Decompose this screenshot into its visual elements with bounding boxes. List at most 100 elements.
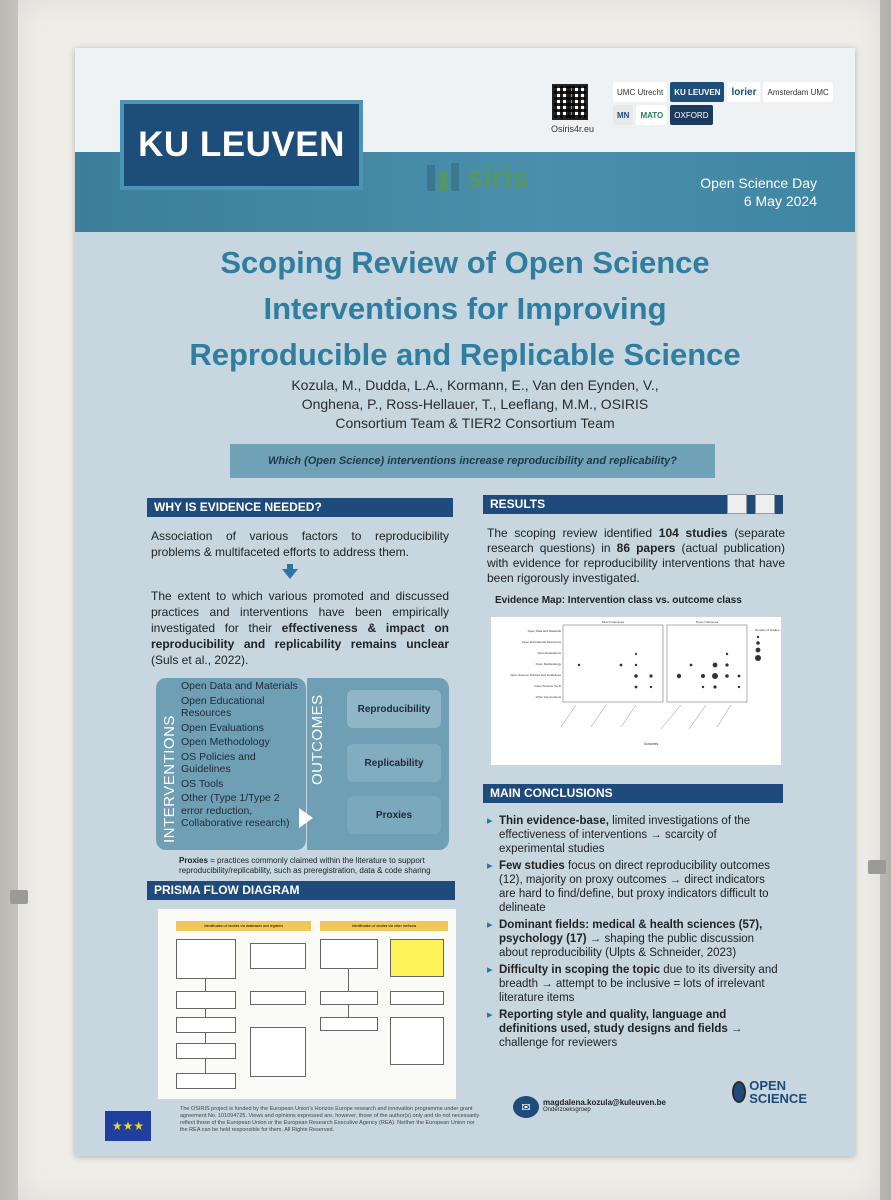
map-row-label: Other interventions [536,695,562,699]
qr-code-icon[interactable] [552,84,588,120]
qr-small-icon [755,494,775,514]
map-row-label: Open Evaluations [537,651,561,655]
qr-caption: Osiris4r.eu [551,124,595,134]
intervention-item: Open Data and Materials [181,680,298,692]
map-bubble [713,685,717,689]
legend-bubble [755,655,761,661]
map-bubble [701,674,705,678]
evidence-map: Direct Outcomes Proxy Outcomes Open Data… [491,617,781,765]
open-science-text: OPEN SCIENCE [749,1079,807,1105]
map-bubble [619,663,623,667]
prisma-connector [205,1033,206,1043]
results-heading: RESULTS [483,495,783,514]
prisma-box [390,991,444,1005]
map-bubble [649,685,653,689]
why-text: The extent to which various promoted and… [151,589,449,635]
prisma-connector [205,1009,206,1017]
prisma-box [176,1017,236,1033]
map-bubble [634,685,638,689]
map-panel-left [562,624,664,703]
proxies-text: = practices commonly claimed within the … [179,856,431,875]
x-tick-line [560,704,577,728]
conclusion-bold: Reporting style and quality, language an… [499,1009,728,1035]
map-row-label: Open Educational Resources [522,640,562,644]
x-tick-line [688,704,707,730]
title-line: Interventions for Improving [263,291,667,326]
prisma-connector [205,1059,206,1073]
map-panel-right [666,624,748,703]
conclusions-list: Thin evidence-base, limited investigatio… [487,814,783,1053]
map-row-label: Open Science Tools [534,684,561,688]
event-name: Open Science Day [700,175,817,191]
prisma-box [176,991,236,1009]
why-bold: effectiveness & impact on reproducibilit… [151,621,449,651]
conclusion-text: → shaping the public discussion about re… [499,933,755,959]
map-bubble [737,685,741,689]
book-icon [727,494,747,514]
intervention-item: Open Methodology [181,736,270,748]
map-bubble [689,663,693,667]
map-bubble [737,674,741,678]
conclusion-item: Reporting style and quality, language an… [487,1008,783,1050]
mail-icon[interactable]: ✉ [513,1096,539,1118]
panel-right-label: Proxy Outcomes [696,620,719,624]
osiris-mark-icon [427,163,459,191]
intervention-item: OS Tools [181,777,224,790]
map-bubble [577,663,581,667]
prisma-connector [348,1005,349,1017]
partner-logo: KU LEUVEN [670,82,725,102]
conclusion-bold: Thin evidence-base, [499,815,609,827]
conclusion-item: Difficulty in scoping the topic due to i… [487,963,783,1005]
x-tick-line [620,704,637,728]
conclusion-text: limited investigations of the effectiven… [499,815,751,855]
conclusion-item: Thin evidence-base, limited investigatio… [487,814,783,856]
prisma-box [250,1027,306,1077]
x-tick-line [660,704,682,730]
prisma-box [176,1073,236,1089]
poster-title: Scoping Review of Open Science Intervent… [75,240,855,378]
map-bubble [712,673,718,679]
map-bubble [634,663,638,667]
legend-bubble [756,641,760,645]
board-clip [10,890,28,904]
conclusion-item: Few studies focus on direct reproducibil… [487,859,783,915]
authors-line: Kozula, M., Dudda, L.A., Kormann, E., Va… [291,377,659,393]
map-bubble [725,674,729,678]
funding-text: The OSIRIS project is funded by the Euro… [180,1106,480,1133]
intervention-item: Open Educational Resources [181,694,265,720]
partner-logo: lorier [727,82,761,102]
prisma-box [250,991,306,1005]
title-line: Scoping Review of Open Science [220,245,710,280]
legend-bubble [756,635,760,639]
contact-email[interactable]: magdalena.kozula@kuleuven.be Onderzoeksg… [543,1098,666,1113]
arrow-down-stem [287,564,293,570]
ku-leuven-text: KU LEUVEN [138,125,345,164]
arrow-down-icon [282,569,298,579]
event-info: Open Science Day 6 May 2024 [700,174,817,210]
legend-bubble [755,647,761,653]
map-xlabel: Outcomes [644,742,659,746]
partner-logo: MN [613,105,634,125]
email-address[interactable]: magdalena.kozula@kuleuven.be [543,1098,666,1107]
why-paragraph-1: Association of various factors to reprod… [151,529,449,559]
x-tick-line [590,704,607,728]
poster: KU LEUVEN siris Osiris4r.eu UMC Utrecht … [75,48,855,1156]
conclusions-heading: MAIN CONCLUSIONS [483,784,783,803]
prisma-box [176,1043,236,1059]
open-science-line: SCIENCE [749,1091,807,1106]
prisma-connector [205,979,206,991]
partner-logo: OXFORD [670,105,713,125]
map-legend-title: Number of studies [755,628,780,632]
intervention-item: Other (Type 1/Type 2 error reduction, Co… [181,792,290,829]
map-bubble [676,673,682,679]
globe-icon [732,1081,747,1103]
results-bold: 104 studies [658,526,728,540]
partner-logo: MATO [636,105,668,125]
map-bubble [701,685,705,689]
map-row-label: Open Data and Materials [528,629,562,633]
conclusion-text: due to its diversity and breadth → attem… [499,964,778,1004]
map-bubble [725,652,729,656]
prisma-col2-header: Identification of studies via other meth… [320,921,448,931]
prisma-box-highlight [390,939,444,977]
prisma-box [320,991,378,1005]
